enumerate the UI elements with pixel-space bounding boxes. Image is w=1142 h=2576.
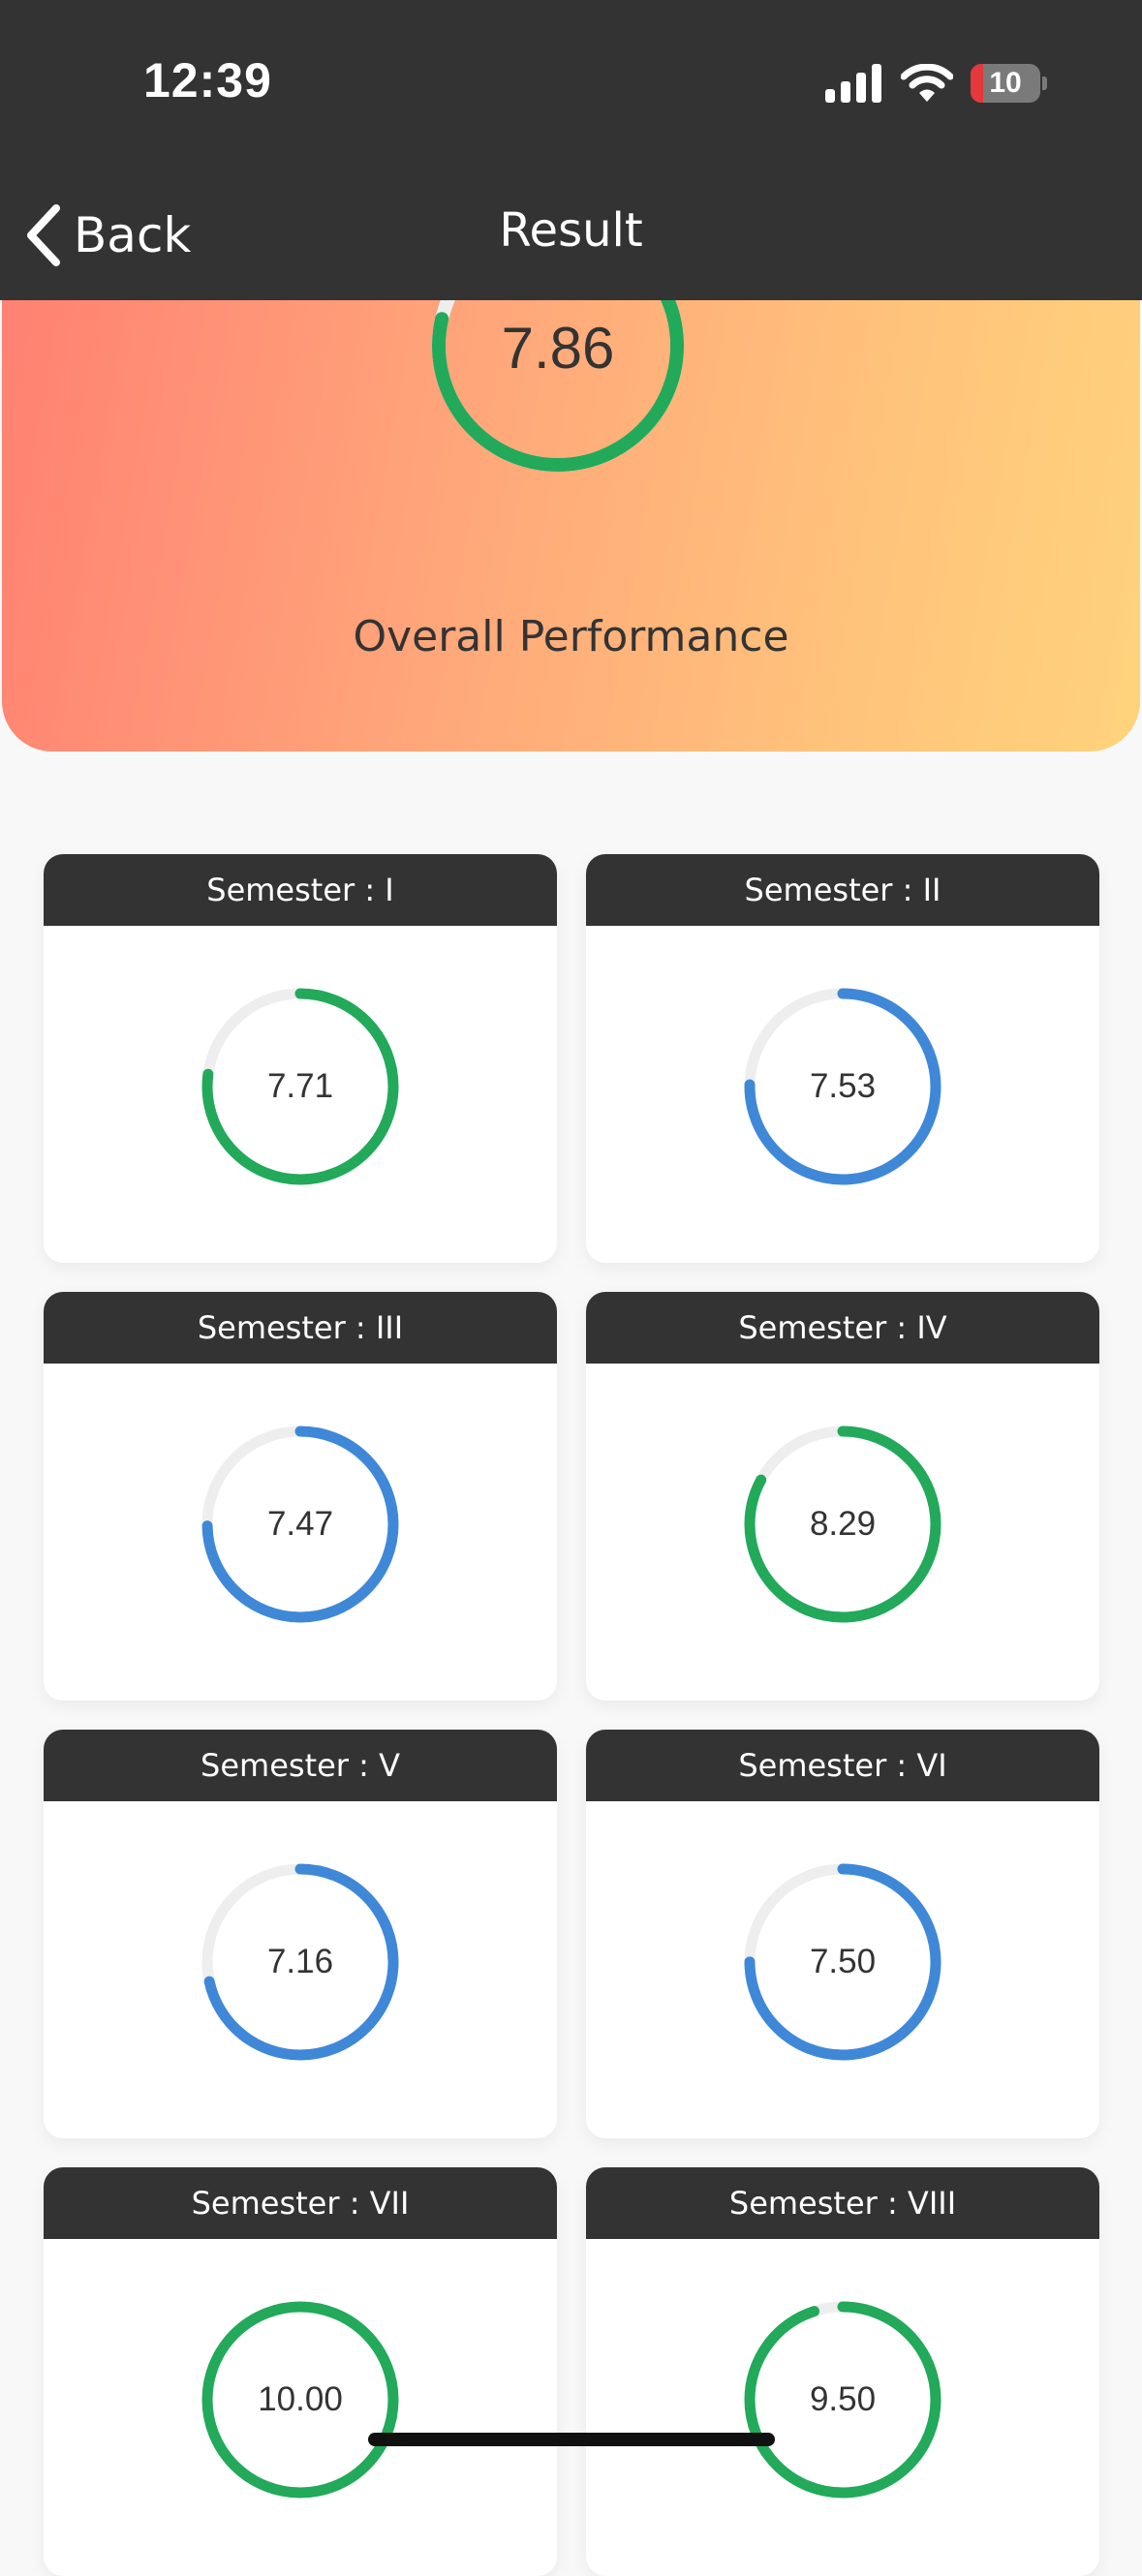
- semester-gauge-progress: [201, 1863, 399, 2061]
- home-indicator[interactable]: [368, 2433, 775, 2446]
- overall-score: 7.86: [501, 316, 615, 381]
- semester-body: 7.71: [44, 926, 557, 1263]
- semester-gauge: 7.53: [742, 986, 943, 1187]
- top-bar: 12:39 10 Back Result: [0, 0, 1142, 300]
- semester-card[interactable]: Semester : II 7.53: [586, 854, 1099, 1263]
- semester-gauge-progress: [744, 988, 941, 1185]
- status-time: 12:39: [143, 53, 272, 107]
- back-label: Back: [74, 207, 192, 263]
- semester-gauge-progress: [201, 988, 399, 1185]
- battery-icon: 10: [971, 64, 1040, 103]
- status-icons: 10: [825, 60, 1047, 107]
- semester-score: 7.71: [266, 1067, 334, 1105]
- semester-grid: Semester : I 7.71 Semester : II 7.53: [44, 854, 1099, 2576]
- semester-title: Semester : II: [586, 854, 1099, 926]
- semester-score: 7.47: [266, 1505, 334, 1543]
- semester-body: 10.00: [44, 2239, 557, 2576]
- battery-level-fill: [971, 64, 983, 103]
- semester-score: 8.29: [809, 1505, 877, 1543]
- semester-body: 9.50: [586, 2239, 1099, 2576]
- wifi-icon: [901, 64, 953, 102]
- semester-title: Semester : I: [44, 854, 557, 926]
- battery-cap: [1042, 77, 1047, 90]
- semester-body: 7.53: [586, 926, 1099, 1263]
- cellular-signal-icon: [825, 64, 881, 103]
- semester-title: Semester : VII: [44, 2167, 557, 2239]
- semester-body: 8.29: [586, 1364, 1099, 1701]
- semester-score: 7.50: [809, 1943, 877, 1980]
- semester-card[interactable]: Semester : VI 7.50: [586, 1730, 1099, 2138]
- semester-card[interactable]: Semester : I 7.71: [44, 854, 557, 1263]
- semester-gauge-progress: [744, 1426, 941, 1623]
- semester-title: Semester : VIII: [586, 2167, 1099, 2239]
- semester-gauge-progress: [744, 1863, 941, 2061]
- semester-gauge: 7.71: [200, 986, 401, 1187]
- semester-body: 7.50: [586, 1801, 1099, 2138]
- semester-gauge: 7.16: [200, 1861, 401, 2063]
- semester-card[interactable]: Semester : V 7.16: [44, 1730, 557, 2138]
- semester-body: 7.16: [44, 1801, 557, 2138]
- semester-gauge: 10.00: [200, 2299, 401, 2500]
- semester-score: 7.16: [266, 1943, 334, 1980]
- overall-performance-label: Overall Performance: [353, 612, 789, 661]
- semester-gauge: 8.29: [742, 1424, 943, 1625]
- semester-gauge: 7.50: [742, 1861, 943, 2063]
- back-button[interactable]: Back: [25, 201, 191, 269]
- page-title: Result: [499, 203, 643, 258]
- semester-card[interactable]: Semester : III 7.47: [44, 1292, 557, 1701]
- semester-title: Semester : VI: [586, 1730, 1099, 1801]
- semester-score: 7.53: [809, 1067, 877, 1105]
- semester-card[interactable]: Semester : VII 10.00: [44, 2167, 557, 2576]
- semester-gauge: 7.47: [200, 1424, 401, 1625]
- semester-title: Semester : III: [44, 1292, 557, 1364]
- semester-card[interactable]: Semester : IV 8.29: [586, 1292, 1099, 1701]
- chevron-left-icon: [27, 204, 60, 266]
- semester-gauge-progress: [201, 1426, 399, 1623]
- semester-title: Semester : V: [44, 1730, 557, 1801]
- semester-title: Semester : IV: [586, 1292, 1099, 1364]
- semester-score: 10.00: [258, 2380, 343, 2418]
- semester-gauge: 9.50: [742, 2299, 943, 2500]
- semester-body: 7.47: [44, 1364, 557, 1701]
- semester-score: 9.50: [809, 2380, 877, 2418]
- semester-card[interactable]: Semester : VIII 9.50: [586, 2167, 1099, 2576]
- battery-percentage: 10: [989, 67, 1022, 99]
